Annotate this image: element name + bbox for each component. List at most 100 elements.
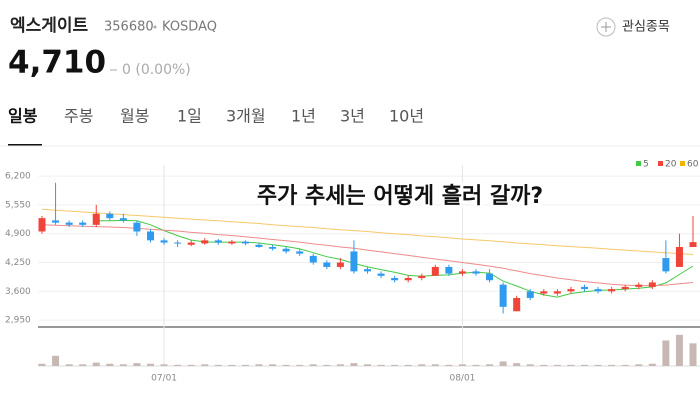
volume-bar bbox=[92, 362, 100, 366]
y-tick-label: 5,550 bbox=[5, 200, 31, 210]
volume-bar bbox=[119, 364, 127, 366]
watch-plus bbox=[601, 22, 611, 32]
candle-body bbox=[323, 262, 331, 267]
tab[interactable]: 1년 bbox=[291, 107, 316, 126]
tab[interactable]: 주봉 bbox=[64, 107, 93, 126]
volume-bar bbox=[553, 364, 561, 366]
y-tick-label: 6,200 bbox=[5, 172, 31, 182]
candle-body bbox=[174, 242, 182, 244]
candle-body bbox=[119, 218, 127, 221]
candle-body bbox=[65, 222, 73, 225]
candle-body bbox=[269, 246, 277, 249]
candle-body bbox=[336, 262, 344, 267]
x-tick-label: 07/01 bbox=[151, 374, 177, 384]
y-tick-label: 4,250 bbox=[5, 258, 31, 268]
candle-body bbox=[133, 222, 141, 232]
tab[interactable]: 일봉 bbox=[8, 107, 38, 126]
volume-bar bbox=[147, 363, 154, 366]
volume-bar bbox=[662, 340, 670, 366]
tab[interactable]: 3년 bbox=[340, 107, 365, 126]
volume-bar bbox=[608, 364, 616, 366]
y-tick-label: 3,600 bbox=[5, 287, 31, 297]
volume-bar bbox=[567, 364, 575, 366]
candle-body bbox=[553, 291, 561, 294]
legend-swatch bbox=[636, 161, 641, 166]
candle-body bbox=[418, 275, 426, 279]
tabs: 일봉 주봉 월봉 1일 3개월 1년 3년 10년 bbox=[8, 107, 424, 126]
candle-body bbox=[160, 240, 168, 243]
volume-bar bbox=[499, 361, 507, 366]
volume-bar bbox=[526, 364, 534, 366]
candle-body bbox=[621, 286, 629, 290]
candle-body bbox=[92, 213, 100, 225]
volume-bar bbox=[540, 364, 548, 366]
candle-body bbox=[431, 266, 439, 276]
volume-bar bbox=[228, 364, 236, 366]
volume-bar bbox=[404, 364, 412, 366]
volume-bar bbox=[174, 364, 182, 366]
volume-bar bbox=[581, 364, 588, 366]
volume-bar bbox=[458, 364, 466, 366]
volume-bar bbox=[214, 364, 222, 366]
candle-body bbox=[689, 242, 697, 247]
candle-body bbox=[472, 271, 480, 274]
volume-bar bbox=[391, 364, 399, 366]
candle-body bbox=[458, 271, 466, 274]
volume-bar bbox=[472, 364, 480, 366]
volume-bar bbox=[79, 364, 87, 366]
candle-body bbox=[594, 289, 602, 292]
candle-body bbox=[635, 284, 643, 287]
tab[interactable]: 10년 bbox=[389, 107, 424, 126]
volume-bar bbox=[621, 364, 629, 366]
candle-body bbox=[241, 241, 249, 244]
volume-bar bbox=[160, 364, 168, 366]
volume-bar bbox=[635, 364, 643, 366]
volume-bar bbox=[364, 364, 371, 366]
volume-bar bbox=[241, 364, 249, 366]
change: 0 (0.00%) bbox=[122, 62, 191, 78]
candle-body bbox=[499, 284, 507, 307]
volume-bar bbox=[336, 364, 344, 366]
candle-body bbox=[309, 255, 317, 263]
volume-bar bbox=[689, 343, 697, 366]
stock-code: 356680 bbox=[104, 20, 154, 35]
volume-bar bbox=[106, 363, 114, 366]
candle-body bbox=[214, 240, 222, 243]
volume-bar bbox=[201, 364, 209, 366]
volume-bar bbox=[431, 364, 439, 366]
volume-bar bbox=[255, 364, 263, 366]
candle-body bbox=[52, 220, 60, 223]
watch-button[interactable]: 관심종목 bbox=[596, 17, 670, 37]
volume-bar bbox=[282, 364, 290, 366]
y-tick-label: 2,950 bbox=[5, 316, 31, 326]
candle-body bbox=[648, 282, 656, 287]
tab[interactable]: 월봉 bbox=[120, 107, 149, 126]
volume-bar bbox=[418, 364, 426, 366]
volume-bar bbox=[323, 364, 331, 366]
candle-body bbox=[404, 278, 412, 281]
volume-bar bbox=[445, 364, 453, 366]
tab[interactable]: 3개월 bbox=[226, 107, 266, 126]
candle-body bbox=[38, 218, 46, 232]
candle-body bbox=[526, 291, 534, 298]
volume-bar bbox=[269, 364, 277, 366]
x-tick-label: 08/01 bbox=[449, 374, 475, 384]
volume-bar bbox=[350, 363, 358, 366]
y-tick-label: 4,900 bbox=[5, 229, 31, 239]
volume-bar bbox=[65, 364, 73, 366]
candle-body bbox=[350, 251, 358, 272]
ma-line bbox=[41, 208, 694, 255]
candle-body bbox=[445, 266, 453, 274]
volume-bar bbox=[52, 355, 60, 366]
candle-body bbox=[147, 231, 154, 241]
stock-name: 엑스게이트 bbox=[10, 16, 89, 36]
legend-swatch bbox=[658, 161, 663, 166]
watch-label[interactable]: 관심종목 bbox=[622, 20, 670, 35]
tab[interactable]: 1일 bbox=[177, 107, 202, 126]
volume-bar bbox=[309, 364, 317, 366]
annotation: 주가 추세는 어떻게 흘러 갈까? bbox=[257, 183, 543, 209]
legend-label: 5 bbox=[643, 160, 649, 170]
watch-icon bbox=[596, 17, 616, 37]
